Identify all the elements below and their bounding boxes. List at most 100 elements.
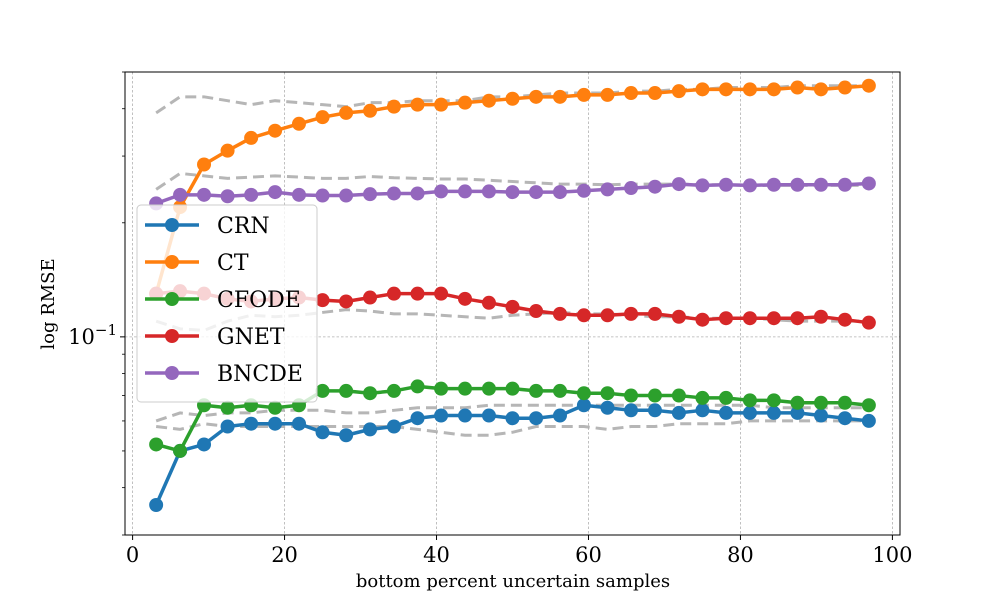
data-point <box>410 411 425 426</box>
data-point <box>410 379 425 394</box>
data-point <box>220 189 235 204</box>
data-point <box>600 386 615 401</box>
data-point <box>458 408 473 423</box>
data-point <box>386 383 401 398</box>
series-bncde <box>149 176 876 211</box>
data-point <box>766 177 781 192</box>
legend: CRN CT CFODE GNET BNCDE <box>136 204 318 403</box>
data-point <box>766 311 781 326</box>
legend-label: GNET <box>217 325 285 350</box>
legend-item-crn: CRN <box>145 214 270 239</box>
series-crn <box>149 398 876 512</box>
data-point <box>790 311 805 326</box>
data-point <box>861 398 876 413</box>
data-point <box>552 408 567 423</box>
data-point <box>576 308 591 323</box>
data-point <box>719 405 734 420</box>
x-tick-label: 80 <box>727 543 754 567</box>
data-point <box>576 398 591 413</box>
data-point <box>647 179 662 194</box>
x-tick-label: 100 <box>872 543 912 567</box>
x-tick-label: 20 <box>271 543 298 567</box>
data-point <box>813 82 828 97</box>
data-point <box>244 416 259 431</box>
x-axis-label: bottom percent uncertain samples <box>356 571 670 592</box>
data-point <box>458 291 473 306</box>
data-point <box>861 413 876 428</box>
data-point <box>647 403 662 418</box>
data-point <box>268 185 283 200</box>
data-point <box>695 403 710 418</box>
data-point <box>315 425 330 440</box>
data-point <box>671 405 686 420</box>
data-point <box>315 188 330 203</box>
data-point <box>505 185 520 200</box>
data-point <box>576 183 591 198</box>
data-point <box>197 437 212 452</box>
x-tick-label: 60 <box>575 543 602 567</box>
legend-label: CFODE <box>217 288 301 313</box>
data-point <box>624 181 639 196</box>
legend-label: CT <box>217 251 249 276</box>
data-point <box>600 87 615 102</box>
data-point <box>624 388 639 403</box>
legend-item-bncde: BNCDE <box>145 362 303 387</box>
data-point <box>386 419 401 434</box>
data-point <box>790 405 805 420</box>
data-point <box>719 311 734 326</box>
data-point <box>363 103 378 118</box>
data-point <box>813 309 828 324</box>
data-point <box>268 123 283 138</box>
data-point <box>719 82 734 97</box>
legend-item-cfode: CFODE <box>145 288 301 313</box>
data-point <box>529 185 544 200</box>
x-axis: 0 20 40 60 80 100 <box>126 535 912 567</box>
y-axis-label: log RMSE <box>38 258 59 349</box>
legend-item-gnet: GNET <box>145 325 285 350</box>
data-point <box>695 312 710 327</box>
data-point <box>505 91 520 106</box>
data-point <box>837 411 852 426</box>
data-point <box>339 383 354 398</box>
data-point <box>624 86 639 101</box>
data-point <box>434 286 449 301</box>
legend-swatch-marker <box>165 218 179 232</box>
data-point <box>434 381 449 396</box>
data-point <box>790 80 805 95</box>
data-point <box>766 393 781 408</box>
data-point <box>458 184 473 199</box>
data-point <box>837 312 852 327</box>
data-point <box>291 187 306 202</box>
data-point <box>552 306 567 321</box>
y-tick-label-base: 10 <box>68 325 95 349</box>
data-point <box>766 82 781 97</box>
data-point <box>149 497 164 512</box>
data-point <box>268 400 283 415</box>
data-point <box>671 177 686 192</box>
series-ct <box>149 78 876 301</box>
data-point <box>291 416 306 431</box>
data-point <box>386 286 401 301</box>
data-point <box>529 411 544 426</box>
data-point <box>339 188 354 203</box>
data-point <box>458 95 473 110</box>
data-point <box>766 405 781 420</box>
y-axis: 10−1 <box>68 71 125 536</box>
data-point <box>268 416 283 431</box>
y-tick-label: 10−1 <box>68 321 117 349</box>
data-point <box>410 286 425 301</box>
legend-swatch-marker <box>165 292 179 306</box>
data-point <box>790 177 805 192</box>
data-point <box>315 293 330 308</box>
data-point <box>837 177 852 192</box>
data-point <box>220 419 235 434</box>
data-point <box>742 311 757 326</box>
data-point <box>481 381 496 396</box>
data-point <box>719 390 734 405</box>
x-tick-label: 40 <box>423 543 450 567</box>
data-point <box>149 437 164 452</box>
plot-frame <box>124 71 901 536</box>
data-point <box>837 80 852 95</box>
